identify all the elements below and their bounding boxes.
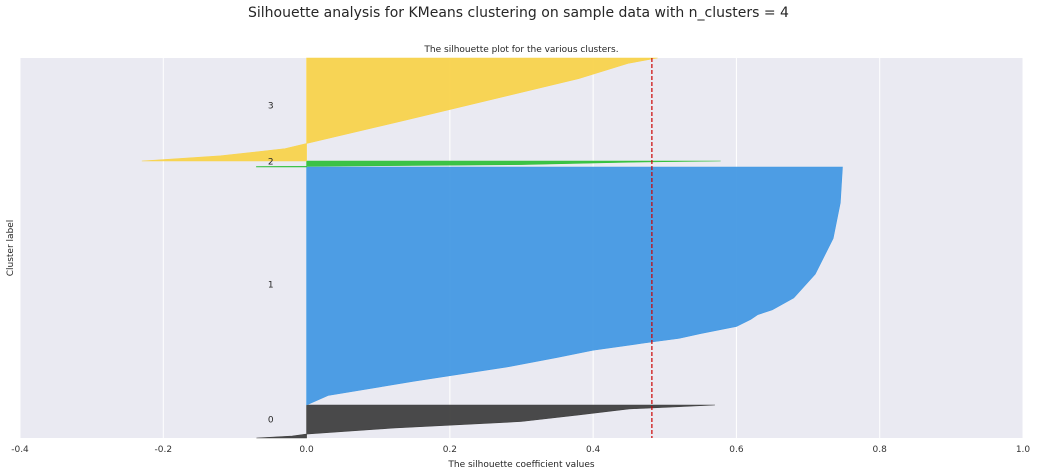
cluster-areas xyxy=(141,57,843,439)
x-axis-label: The silhouette coefficient values xyxy=(447,460,595,470)
x-tick-label: 0.6 xyxy=(729,445,744,455)
x-tick-label: 1.0 xyxy=(1016,445,1031,455)
x-tick-label: 0.4 xyxy=(586,445,601,455)
x-tick-labels: -0.4 -0.2 0.0 0.2 0.4 0.6 0.8 1.0 xyxy=(11,445,1030,455)
cluster-label-3: 3 xyxy=(268,102,274,112)
x-tick-label: -0.2 xyxy=(155,445,173,455)
x-tick-label: 0.8 xyxy=(873,445,888,455)
cluster-labels: 0 1 2 3 xyxy=(268,102,274,426)
cluster-3-silhouette xyxy=(141,57,658,162)
x-tick-label: -0.4 xyxy=(11,445,29,455)
chart-title: The silhouette plot for the various clus… xyxy=(423,45,618,55)
cluster-label-0: 0 xyxy=(268,416,274,426)
cluster-1-silhouette xyxy=(306,166,843,406)
x-tick-label: 0.2 xyxy=(443,445,457,455)
figure-suptitle: Silhouette analysis for KMeans clusterin… xyxy=(248,5,789,21)
cluster-2-silhouette xyxy=(256,160,721,168)
cluster-label-1: 1 xyxy=(268,281,274,291)
y-axis-label: Cluster label xyxy=(6,220,16,277)
cluster-label-2: 2 xyxy=(268,158,274,168)
x-tick-label: 0.0 xyxy=(299,445,314,455)
cluster-0-silhouette xyxy=(256,404,715,439)
